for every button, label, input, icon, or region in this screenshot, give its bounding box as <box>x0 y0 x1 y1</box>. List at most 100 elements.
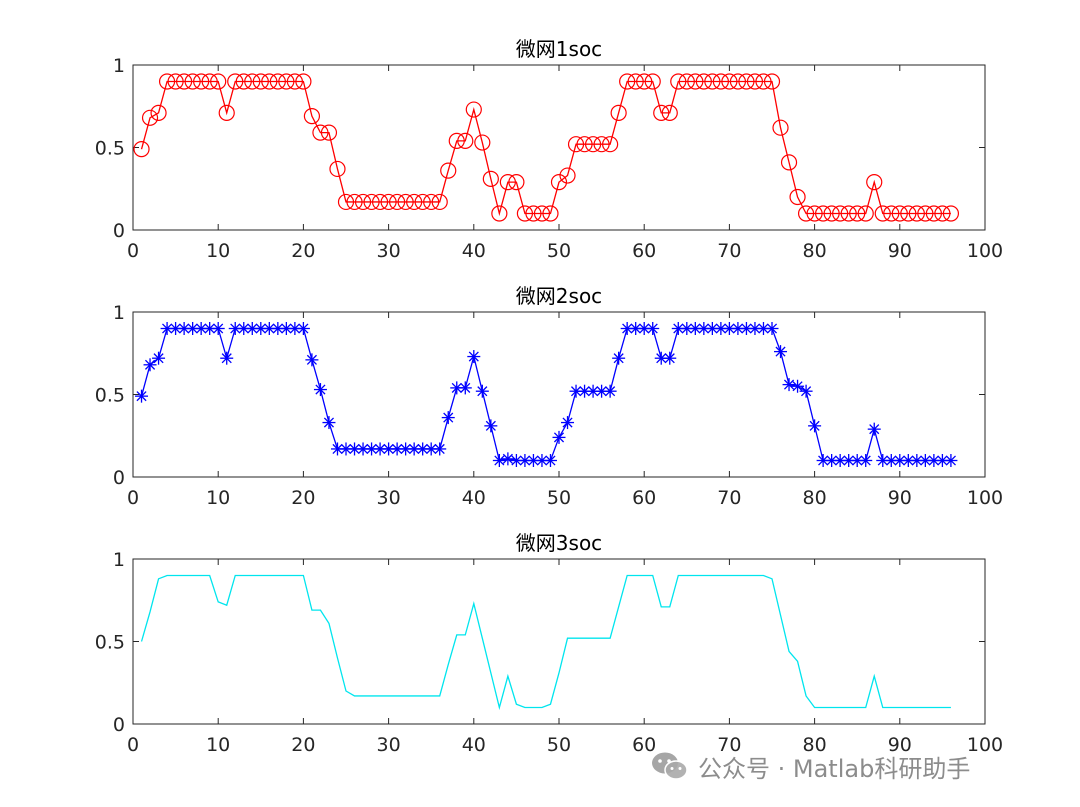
data-point <box>186 322 200 335</box>
data-point <box>295 73 312 90</box>
data-point <box>371 193 389 211</box>
data-point <box>218 104 235 121</box>
data-point <box>891 205 908 222</box>
x-tick-label: 10 <box>206 734 230 756</box>
data-point <box>482 170 499 187</box>
data-point <box>354 193 372 211</box>
data-point <box>141 109 159 126</box>
y-tick-label: 0 <box>113 220 125 242</box>
data-point <box>286 73 303 90</box>
y-tick-label: 1 <box>113 55 125 77</box>
data-point <box>832 205 849 222</box>
data-point <box>925 205 942 222</box>
x-tick-label: 30 <box>377 734 401 756</box>
data-point <box>414 193 431 211</box>
x-tick-label: 60 <box>632 487 656 509</box>
data-point <box>610 104 627 121</box>
data-point <box>874 205 891 222</box>
x-tick-label: 80 <box>803 487 827 509</box>
data-point <box>695 73 712 90</box>
axes-box <box>132 311 986 478</box>
x-tick-label: 50 <box>547 487 571 509</box>
data-point <box>465 101 482 118</box>
watermark-text: 公众号 · Matlab科研助手 <box>698 754 971 783</box>
data-point <box>133 141 150 158</box>
data-point <box>559 167 576 184</box>
data-point <box>220 351 234 365</box>
data-point <box>678 73 695 90</box>
data-point <box>252 73 269 90</box>
data-point <box>227 73 244 90</box>
data-point <box>900 205 917 222</box>
data-point <box>738 73 755 90</box>
data-point <box>339 442 353 456</box>
data-point <box>806 205 823 222</box>
x-tick-label: 100 <box>967 734 1003 756</box>
data-point <box>756 322 770 335</box>
data-point <box>261 73 278 90</box>
data-point <box>849 205 866 222</box>
data-point <box>636 73 653 90</box>
data-point <box>712 73 729 90</box>
data-point <box>158 73 176 90</box>
data-point <box>799 384 813 398</box>
data-point <box>254 322 268 335</box>
data-point <box>687 73 704 90</box>
data-point <box>893 454 907 467</box>
x-tick-label: 50 <box>547 240 571 262</box>
data-point <box>644 73 661 90</box>
data-point <box>654 351 668 365</box>
data-point <box>552 430 566 444</box>
data-point <box>356 442 370 456</box>
data-point <box>440 162 457 179</box>
data-point <box>210 73 227 90</box>
data-point <box>789 188 806 206</box>
data-point <box>578 384 592 398</box>
y-tick-label: 0.5 <box>95 385 125 407</box>
x-tick-label: 70 <box>717 240 741 262</box>
series-line <box>140 574 951 711</box>
data-point <box>303 108 321 125</box>
data-point <box>167 73 184 90</box>
data-point <box>543 454 557 467</box>
watermark: 公众号 · Matlab科研助手 <box>650 748 970 784</box>
data-point <box>516 205 534 222</box>
data-point <box>363 193 380 211</box>
data-point <box>448 132 465 149</box>
data-point <box>533 205 551 222</box>
data-point <box>612 351 626 365</box>
x-tick-label: 0 <box>127 734 139 756</box>
x-tick-label: 60 <box>632 240 656 262</box>
data-point <box>782 378 796 392</box>
data-point <box>671 322 685 335</box>
subplot-2: 0 10 20 30 40 50 60 70 80 90 100 0 0.5 1 微网2soc <box>95 284 1003 509</box>
x-tick-label: 100 <box>967 487 1003 509</box>
data-point <box>211 322 225 335</box>
data-point <box>763 73 781 90</box>
data-point <box>944 454 958 467</box>
data-point <box>542 205 559 222</box>
data-point <box>169 322 183 335</box>
data-point <box>244 73 261 90</box>
data-point <box>755 73 772 90</box>
data-point <box>458 381 472 395</box>
data-point <box>934 205 951 222</box>
data-point <box>883 205 900 222</box>
x-tick-label: 0 <box>127 487 139 509</box>
x-tick-label: 70 <box>717 487 741 509</box>
data-point <box>680 322 694 335</box>
data-point <box>176 73 193 90</box>
data-point <box>942 205 960 222</box>
data-point <box>337 193 355 211</box>
x-tick-label: 100 <box>967 240 1003 262</box>
subplot-3: 0 10 20 30 40 50 60 70 80 90 100 0 0.5 1 微网3soc <box>95 531 1003 756</box>
data-point <box>416 442 430 456</box>
x-tick-label: 80 <box>803 734 827 756</box>
data-point <box>619 73 636 90</box>
data-point <box>501 452 515 466</box>
data-point <box>661 104 678 121</box>
data-point <box>670 73 687 90</box>
x-tick-label: 50 <box>547 734 571 756</box>
x-tick-label: 30 <box>377 240 401 262</box>
data-point <box>663 351 677 365</box>
